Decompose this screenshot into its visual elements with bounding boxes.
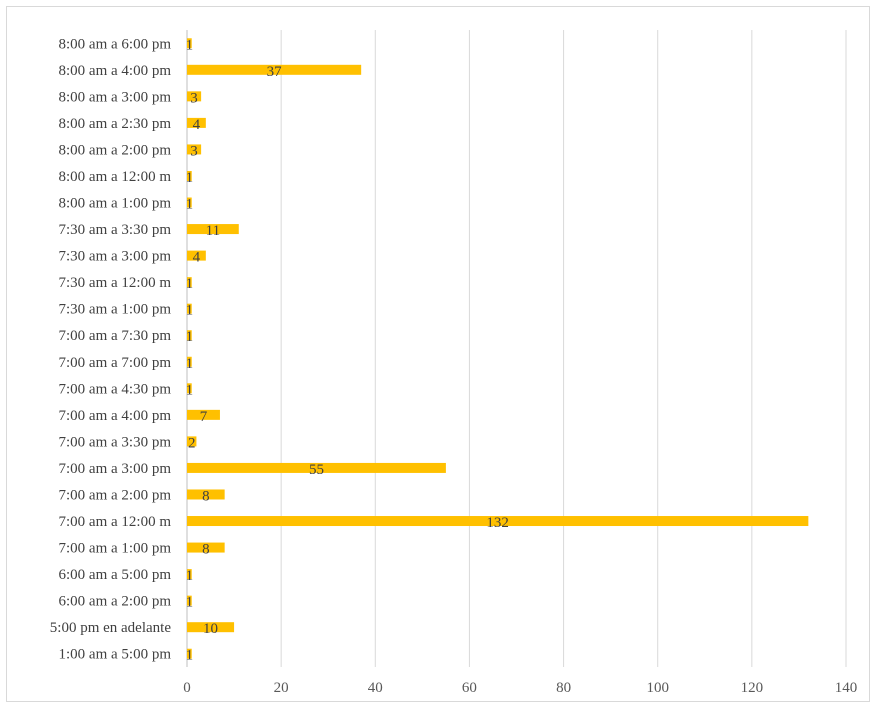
category-label: 8:00 am a 3:00 pm: [59, 89, 172, 105]
bar: [187, 489, 225, 500]
category-label: 7:00 am a 12:00 m: [59, 514, 172, 530]
data-label: 1: [186, 329, 194, 345]
category-label: 7:00 am a 7:30 pm: [59, 328, 172, 344]
bar: [187, 516, 809, 527]
data-label: 132: [486, 515, 509, 531]
data-label: 10: [203, 621, 218, 637]
bar: [187, 91, 202, 102]
data-label: 1: [186, 303, 194, 319]
data-label: 1: [186, 37, 194, 53]
category-label: 8:00 am a 4:00 pm: [59, 63, 172, 79]
data-label: 2: [188, 435, 196, 451]
data-label: 1: [186, 382, 194, 398]
x-tick-label: 100: [646, 680, 669, 696]
data-label: 37: [267, 64, 283, 80]
data-label: 1: [186, 276, 194, 292]
bar: [187, 38, 192, 49]
data-label: 1: [186, 595, 194, 611]
category-label: 7:00 am a 3:30 pm: [59, 434, 172, 450]
bar: [187, 622, 235, 633]
bars: [187, 38, 809, 659]
category-label: 7:00 am a 4:30 pm: [59, 381, 172, 397]
bar: [187, 436, 197, 447]
category-labels: 8:00 am a 6:00 pm 8:00 am a 4:00 pm 8:00 a…: [50, 36, 172, 662]
bar: [187, 330, 192, 341]
data-label: 7: [200, 409, 208, 425]
bar: [187, 64, 362, 75]
category-label: 7:00 am a 4:00 pm: [59, 408, 172, 424]
category-label: 7:30 am a 1:00 pm: [59, 302, 172, 318]
data-label: 1: [186, 197, 194, 213]
data-label: 55: [309, 462, 324, 478]
category-label: 7:30 am a 12:00 m: [59, 275, 172, 291]
category-label: 7:30 am a 3:30 pm: [59, 222, 172, 238]
bar: [187, 569, 192, 580]
bar: [187, 250, 206, 261]
data-label: 1: [186, 170, 194, 186]
x-tick-label: 40: [368, 680, 383, 696]
data-label: 4: [193, 250, 201, 266]
data-label: 3: [190, 90, 198, 106]
bar: [187, 144, 202, 155]
category-label: 1:00 am a 5:00 pm: [59, 647, 172, 663]
category-label: 8:00 am a 6:00 pm: [59, 36, 172, 52]
bar: [187, 224, 239, 235]
data-label: 1: [186, 568, 194, 584]
category-label: 6:00 am a 5:00 pm: [59, 567, 172, 583]
data-label: 1: [186, 648, 194, 664]
category-label: 8:00 am a 2:30 pm: [59, 116, 172, 132]
bar: [187, 356, 192, 367]
bar: [187, 409, 220, 420]
category-label: 7:00 am a 3:00 pm: [59, 461, 172, 477]
data-label: 11: [206, 223, 220, 239]
x-tick-label: 120: [741, 680, 764, 696]
category-label: 5:00 pm en adelante: [50, 620, 172, 636]
chart-frame: [6, 6, 870, 702]
x-tick-label: 80: [556, 680, 571, 696]
x-axis-ticks: 0 20 40 60 80 100 120 140: [183, 680, 857, 696]
category-label: 8:00 am a 12:00 m: [59, 169, 172, 185]
bar: [187, 462, 446, 473]
bar: [187, 117, 206, 128]
bar: [187, 197, 192, 208]
category-label: 7:00 am a 2:00 pm: [59, 487, 172, 503]
bar: [187, 170, 192, 181]
category-label: 7:00 am a 1:00 pm: [59, 541, 172, 557]
x-tick-label: 0: [183, 680, 191, 696]
bar: [187, 383, 192, 394]
data-label: 3: [190, 143, 198, 159]
gridlines: [186, 30, 847, 667]
category-label: 8:00 am a 2:00 pm: [59, 142, 172, 158]
data-label: 1: [186, 356, 194, 372]
x-tick-label: 20: [274, 680, 289, 696]
category-label: 8:00 am a 1:00 pm: [59, 196, 172, 212]
bar: [187, 648, 192, 659]
bar: [187, 542, 225, 553]
category-label: 6:00 am a 2:00 pm: [59, 594, 172, 610]
bar: [187, 595, 192, 606]
data-label: 8: [202, 542, 210, 558]
category-label: 7:30 am a 3:00 pm: [59, 249, 172, 265]
data-label: 8: [202, 488, 210, 504]
bar: [187, 303, 192, 314]
category-label: 7:00 am a 7:00 pm: [59, 355, 172, 371]
x-tick-label: 60: [462, 680, 477, 696]
data-label: 4: [193, 117, 201, 133]
bar: [187, 277, 192, 288]
x-tick-label: 140: [835, 680, 858, 696]
